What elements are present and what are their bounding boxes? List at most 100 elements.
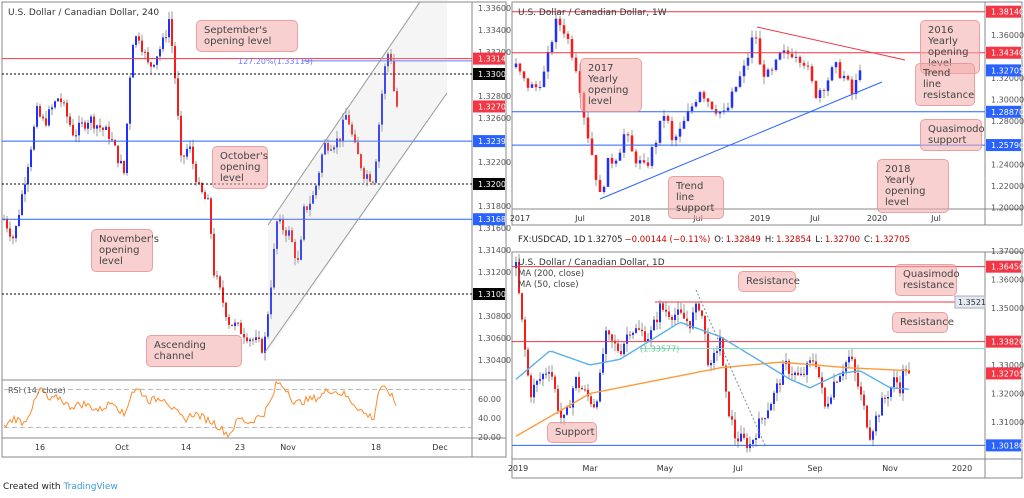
candle (186, 148, 188, 157)
info-h-label: H: (765, 235, 774, 245)
candle (666, 116, 670, 121)
candle (162, 37, 164, 50)
candle (396, 91, 398, 107)
candle (794, 372, 796, 376)
callout-2017-yearly: 2017 Yearly opening level (580, 58, 642, 112)
candle (773, 392, 775, 405)
candle (270, 287, 272, 315)
candle (810, 66, 814, 82)
candle (734, 419, 736, 439)
fib-level-label: (1.33577) (640, 345, 679, 354)
candle (276, 221, 278, 249)
candle (18, 214, 20, 226)
candle (581, 387, 583, 390)
candle (842, 75, 846, 79)
candle (646, 162, 650, 166)
x-tick-label: 18 (371, 443, 381, 452)
candle (578, 377, 580, 388)
candle (33, 126, 35, 150)
y-tick-label: 1.30800 (478, 312, 511, 321)
info-c-label: C: (864, 235, 873, 245)
candle (702, 92, 706, 99)
indicator-legend: MA (200, close) (518, 269, 584, 279)
candle (306, 206, 308, 210)
candle (219, 276, 221, 288)
callout-resistance-2: Resistance (892, 312, 954, 333)
candle (694, 101, 698, 107)
y-tick-label: 1.32200 (478, 158, 511, 167)
candle (893, 377, 895, 388)
x-tick-label: May (657, 464, 674, 473)
candle (707, 333, 709, 366)
candles (514, 13, 862, 195)
candle (905, 369, 907, 371)
y-tick-label: 1.31400 (478, 246, 511, 255)
candle (653, 319, 655, 331)
candle (738, 76, 742, 87)
candle (610, 157, 614, 164)
level-label: 1.31680 (478, 215, 511, 224)
quasimodo-tag (954, 295, 986, 309)
info-l-label: L: (815, 235, 823, 245)
candle (357, 142, 359, 155)
candle (291, 230, 293, 242)
candle (677, 309, 679, 315)
chart-title: U.S. Dollar / Canadian Dollar, 1D (518, 258, 665, 268)
candle (195, 163, 197, 183)
tradingview-logo[interactable]: TradingView (63, 482, 118, 492)
x-tick-label: Jul (732, 464, 743, 473)
candle (570, 39, 574, 58)
candle (791, 373, 793, 376)
dotted-trend-line (695, 289, 766, 446)
candle (658, 120, 662, 143)
candle (539, 379, 541, 381)
candle (66, 102, 68, 117)
candle (566, 406, 568, 415)
candle (682, 120, 686, 129)
candle (659, 303, 661, 323)
candle (614, 160, 618, 164)
x-tick-label: Jul (809, 214, 820, 223)
candle (814, 81, 818, 98)
level-label: 1.32390 (478, 137, 511, 146)
candle (638, 160, 642, 164)
channel-upper-line (267, 1, 421, 226)
level-label: 1.33820 (991, 338, 1024, 347)
info-price: 1.32705 (587, 235, 622, 245)
candle (596, 401, 598, 408)
candle (258, 337, 260, 339)
candle (678, 128, 682, 137)
candle (147, 52, 149, 63)
candles (3, 11, 398, 361)
candle (788, 360, 790, 374)
y-tick-label: 1.33400 (478, 26, 511, 35)
candle (318, 172, 320, 186)
callout-2018-yearly: 2018 Yearly opening level (877, 159, 949, 213)
x-tick-label: 2020 (952, 464, 972, 473)
candle (602, 186, 606, 193)
x-tick-label: Oct (115, 443, 129, 452)
rsi-label: RSI (14, close) (8, 386, 66, 395)
candle (908, 370, 910, 374)
indicator-legend: MA (50, close) (518, 280, 579, 290)
candle (117, 145, 119, 164)
candle (557, 388, 559, 411)
candle (872, 431, 874, 440)
candle (802, 62, 806, 66)
candle (869, 427, 871, 440)
candle (593, 404, 595, 408)
candle (860, 386, 862, 395)
x-tick-label: Nov (280, 443, 296, 452)
candle (857, 372, 859, 387)
candle (623, 343, 625, 355)
candle (749, 444, 751, 449)
candle (536, 380, 538, 385)
ma-50-line (515, 321, 910, 390)
candle (737, 438, 739, 442)
candle (656, 319, 658, 323)
candle (827, 403, 829, 407)
y-tick-label: 1.31800 (478, 202, 511, 211)
candle (718, 111, 722, 114)
callout-quasimodo-resistance: Quasimodo resistance (895, 264, 960, 296)
candle (57, 98, 59, 102)
